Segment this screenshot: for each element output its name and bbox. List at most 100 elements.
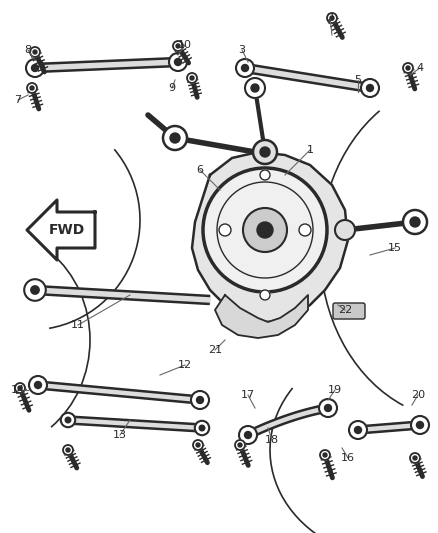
Text: 12: 12 xyxy=(178,360,192,370)
Circle shape xyxy=(260,170,270,180)
Text: 4: 4 xyxy=(417,63,424,73)
Circle shape xyxy=(323,453,327,457)
Circle shape xyxy=(196,443,200,447)
Text: 22: 22 xyxy=(338,305,352,315)
Circle shape xyxy=(403,210,427,234)
Circle shape xyxy=(327,13,337,23)
Circle shape xyxy=(18,386,22,390)
Text: 17: 17 xyxy=(241,390,255,400)
Text: 5: 5 xyxy=(354,75,361,85)
Circle shape xyxy=(367,85,374,92)
Circle shape xyxy=(173,41,183,51)
Circle shape xyxy=(66,448,70,452)
Polygon shape xyxy=(215,295,308,338)
Text: 11: 11 xyxy=(71,320,85,330)
Text: FWD: FWD xyxy=(49,223,85,237)
Text: 14: 14 xyxy=(11,385,25,395)
Text: 21: 21 xyxy=(208,345,222,355)
Text: 19: 19 xyxy=(328,385,342,395)
Polygon shape xyxy=(358,422,420,433)
Circle shape xyxy=(251,84,259,92)
Circle shape xyxy=(65,417,71,423)
Polygon shape xyxy=(27,200,95,260)
Circle shape xyxy=(410,217,420,227)
Circle shape xyxy=(244,432,251,439)
Text: 13: 13 xyxy=(113,430,127,440)
Polygon shape xyxy=(38,382,200,403)
Circle shape xyxy=(403,63,413,73)
Circle shape xyxy=(325,405,332,411)
Circle shape xyxy=(31,286,39,294)
Circle shape xyxy=(35,382,42,389)
Circle shape xyxy=(32,64,39,71)
Circle shape xyxy=(320,450,330,460)
Circle shape xyxy=(335,220,355,240)
Circle shape xyxy=(257,222,273,238)
Polygon shape xyxy=(192,152,348,322)
Circle shape xyxy=(219,224,231,236)
Text: 16: 16 xyxy=(341,453,355,463)
Text: 18: 18 xyxy=(265,435,279,445)
Polygon shape xyxy=(35,286,210,304)
Circle shape xyxy=(29,376,47,394)
Text: 15: 15 xyxy=(388,243,402,253)
Text: 10: 10 xyxy=(178,40,192,50)
Text: 6: 6 xyxy=(197,165,204,175)
Polygon shape xyxy=(244,64,371,92)
Text: 3: 3 xyxy=(239,45,246,55)
Circle shape xyxy=(191,391,209,409)
Circle shape xyxy=(417,422,424,429)
Circle shape xyxy=(63,445,73,455)
Circle shape xyxy=(203,168,327,292)
Circle shape xyxy=(170,133,180,143)
Circle shape xyxy=(354,426,361,433)
Circle shape xyxy=(193,440,203,450)
Circle shape xyxy=(260,290,270,300)
Circle shape xyxy=(61,413,75,427)
Circle shape xyxy=(174,59,181,66)
Circle shape xyxy=(245,78,265,98)
Circle shape xyxy=(253,140,277,164)
Circle shape xyxy=(30,86,34,90)
Text: 7: 7 xyxy=(14,95,21,105)
Circle shape xyxy=(319,399,337,417)
Circle shape xyxy=(411,416,429,434)
Circle shape xyxy=(27,83,37,93)
Polygon shape xyxy=(35,58,178,72)
Circle shape xyxy=(163,126,187,150)
Circle shape xyxy=(33,50,37,54)
Circle shape xyxy=(243,208,287,252)
Circle shape xyxy=(330,16,334,20)
Circle shape xyxy=(260,147,270,157)
Polygon shape xyxy=(247,405,328,438)
FancyBboxPatch shape xyxy=(333,303,365,319)
Text: 20: 20 xyxy=(411,390,425,400)
Circle shape xyxy=(349,421,367,439)
Circle shape xyxy=(235,440,245,450)
Circle shape xyxy=(169,53,187,71)
Text: 1: 1 xyxy=(307,145,314,155)
Text: 8: 8 xyxy=(25,45,32,55)
Circle shape xyxy=(195,421,209,435)
Circle shape xyxy=(26,59,44,77)
Circle shape xyxy=(413,456,417,460)
Circle shape xyxy=(236,59,254,77)
Circle shape xyxy=(187,73,197,83)
Circle shape xyxy=(299,224,311,236)
Circle shape xyxy=(238,443,242,447)
Circle shape xyxy=(406,66,410,70)
Circle shape xyxy=(410,453,420,463)
Circle shape xyxy=(241,64,248,71)
Circle shape xyxy=(239,426,257,444)
Circle shape xyxy=(190,76,194,80)
Circle shape xyxy=(176,44,180,48)
Circle shape xyxy=(24,279,46,301)
Circle shape xyxy=(199,425,205,431)
Circle shape xyxy=(197,397,204,403)
Circle shape xyxy=(361,79,379,97)
Circle shape xyxy=(30,47,40,57)
Polygon shape xyxy=(68,416,202,432)
Circle shape xyxy=(15,383,25,393)
Text: 2: 2 xyxy=(326,13,334,23)
Text: 9: 9 xyxy=(169,83,176,93)
